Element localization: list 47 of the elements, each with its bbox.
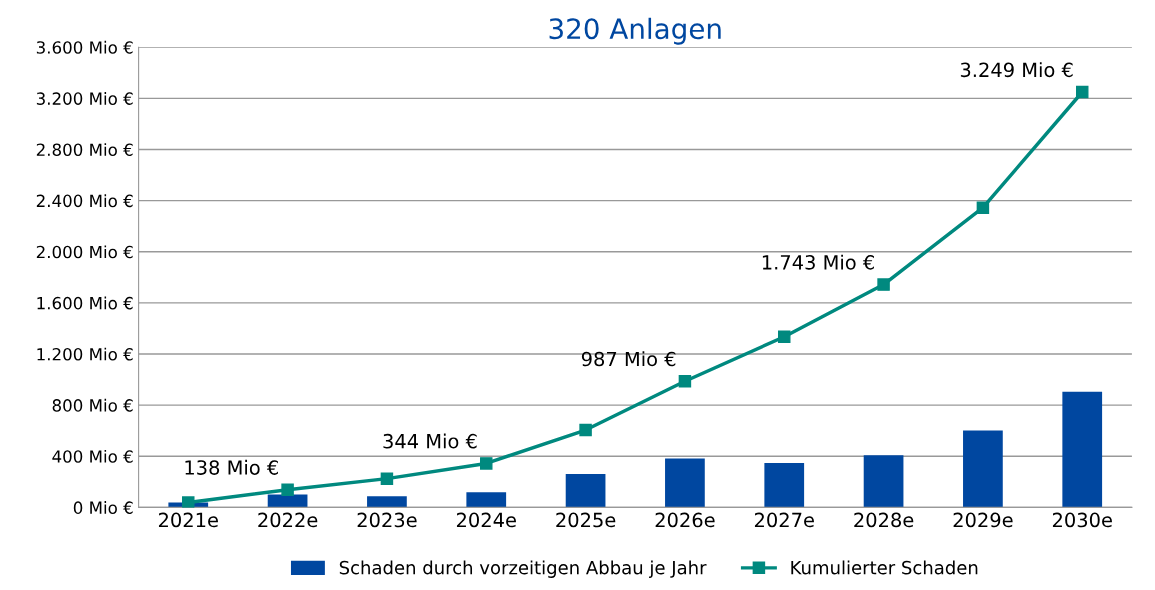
bar	[863, 455, 904, 508]
y-tick-label: 1.600 Mio €	[37, 296, 133, 310]
point	[480, 457, 493, 470]
point	[1075, 85, 1089, 99]
point	[281, 483, 294, 497]
point	[380, 472, 394, 485]
y-tick-label: 3.600 Mio €	[36, 40, 133, 54]
data-label: 3.249 Mio €	[960, 62, 1073, 78]
x-tick-label: 2026e	[655, 512, 715, 528]
bar	[267, 494, 308, 508]
point	[777, 330, 791, 343]
y-tick-label: 400 Mio €	[52, 449, 133, 463]
x-tick-label: 2022e	[258, 512, 318, 528]
legend-label: Schaden durch vorzeitigen Abbau je Jahr	[339, 560, 707, 578]
bar	[665, 458, 705, 508]
y-tick-label: 0 Mio €	[73, 501, 133, 514]
y-tick-label: 1.200 Mio €	[37, 347, 133, 361]
y-tick-label: 2.400 Mio €	[36, 194, 133, 208]
bar	[1062, 391, 1103, 508]
data-label: 1.743 Mio €	[762, 254, 874, 270]
data-label: 987 Mio €	[581, 351, 676, 367]
y-tick-label: 2.000 Mio €	[36, 245, 133, 259]
x-tick-label: 2023e	[357, 512, 417, 528]
point	[579, 423, 592, 437]
point	[678, 374, 692, 388]
bar	[963, 430, 1003, 508]
y-tick-label: 800 Mio €	[52, 398, 133, 412]
x-tick-label: 2029e	[953, 512, 1013, 528]
point	[182, 496, 195, 508]
point	[877, 278, 890, 291]
bar	[367, 496, 407, 508]
chart-title: 320 Anlagen	[549, 17, 721, 45]
bar	[565, 474, 606, 508]
data-label: 344 Mio €	[383, 433, 477, 449]
legend-label: Kumulierter Schaden	[791, 560, 978, 575]
bar	[764, 462, 805, 508]
x-tick-label: 2027e	[754, 512, 814, 528]
x-tick-label: 2021e	[158, 512, 218, 528]
x-tick-label: 2030e	[1052, 512, 1112, 528]
bar	[466, 492, 507, 508]
point	[976, 201, 990, 214]
x-tick-label: 2024e	[456, 512, 516, 528]
y-tick-label: 2.800 Mio €	[36, 143, 133, 157]
x-tick-label: 2025e	[556, 512, 616, 528]
data-label: 138 Mio €	[185, 459, 278, 475]
x-tick-label: 2028e	[854, 512, 914, 528]
y-tick-label: 3.200 Mio €	[36, 92, 133, 105]
